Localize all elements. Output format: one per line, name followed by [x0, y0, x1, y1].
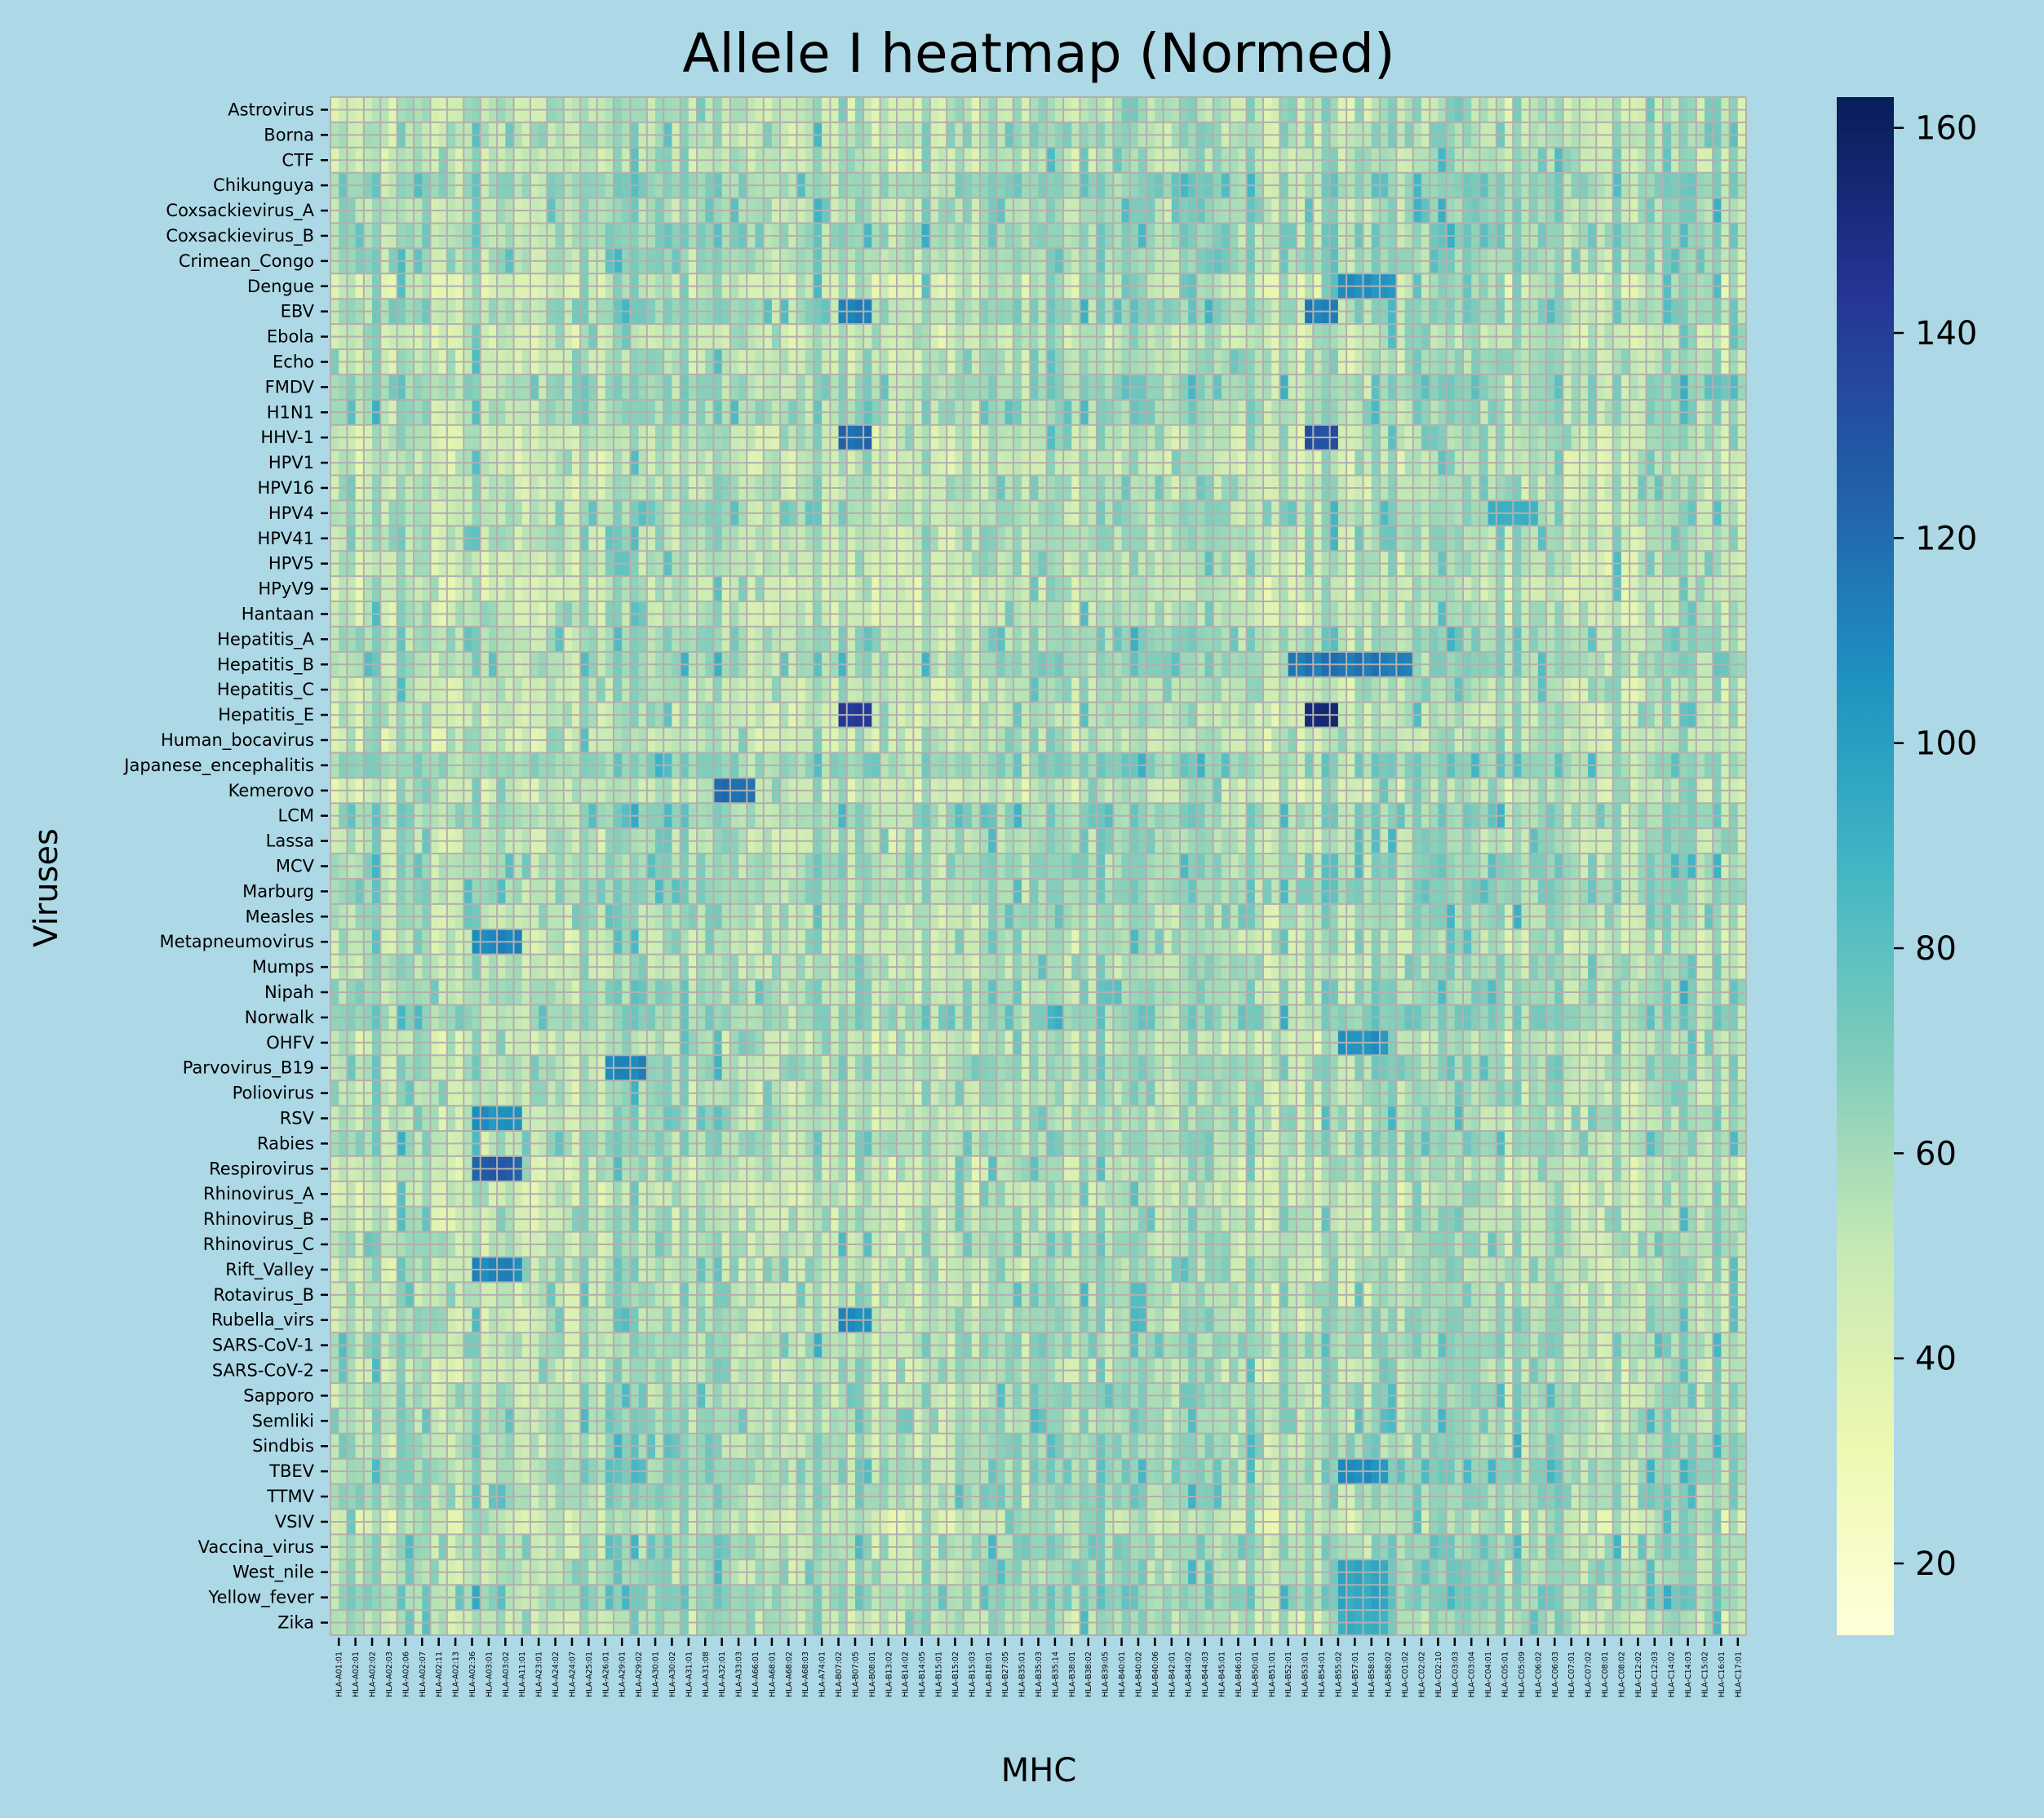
chart-title: Allele I heatmap (Normed) [682, 22, 1394, 85]
y-axis-label: Viruses [28, 828, 65, 947]
x-axis-label: MHC [1001, 1752, 1077, 1789]
